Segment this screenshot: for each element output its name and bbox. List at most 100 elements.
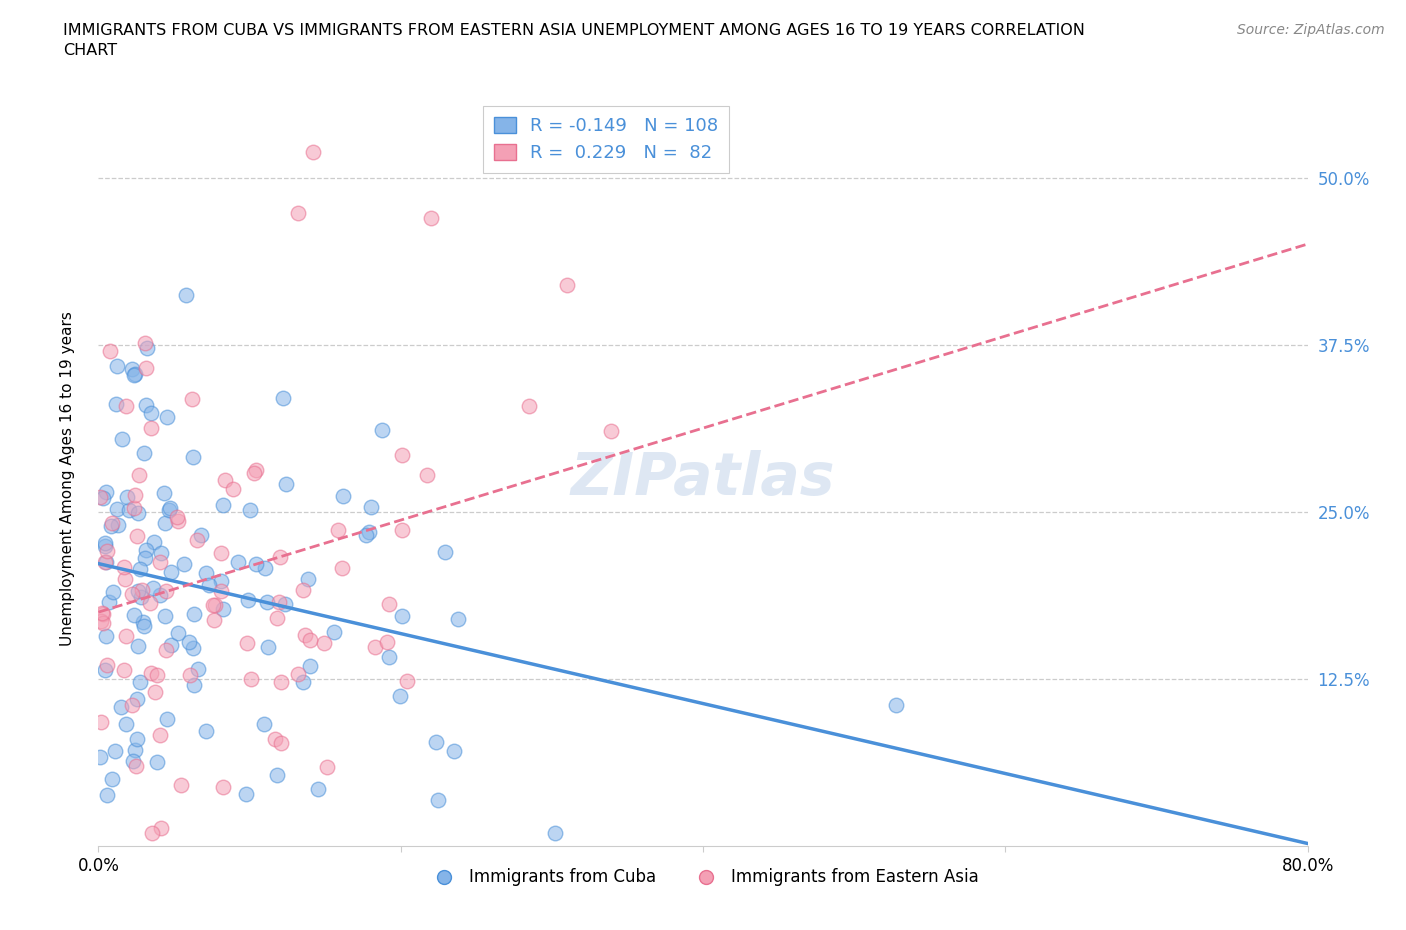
- Point: [135, 361, 157, 376]
- Point: [117, 502, 139, 517]
- Point: [183, 678, 205, 693]
- Point: [91, 616, 114, 631]
- Point: [360, 500, 382, 515]
- Point: [138, 595, 160, 610]
- Point: [111, 432, 134, 446]
- Point: [273, 391, 295, 405]
- Point: [245, 557, 267, 572]
- Point: [269, 550, 291, 565]
- Point: [242, 466, 264, 481]
- Point: [517, 399, 540, 414]
- Point: [125, 691, 148, 706]
- Point: [121, 698, 143, 712]
- Point: [98, 343, 121, 358]
- Point: [245, 462, 267, 477]
- Point: [202, 613, 225, 628]
- Point: [134, 336, 156, 351]
- Point: [114, 572, 136, 587]
- Point: [96, 485, 118, 499]
- Point: [274, 477, 297, 492]
- Point: [884, 698, 907, 712]
- Point: [299, 632, 322, 647]
- Point: [94, 536, 117, 551]
- Point: [122, 754, 145, 769]
- Point: [235, 786, 257, 801]
- Point: [294, 628, 316, 643]
- Point: [443, 743, 465, 758]
- Point: [148, 554, 170, 569]
- Point: [101, 772, 124, 787]
- Point: [124, 487, 146, 502]
- Point: [153, 485, 176, 500]
- Point: [416, 468, 439, 483]
- Point: [388, 688, 411, 703]
- Point: [226, 554, 249, 569]
- Point: [194, 724, 217, 738]
- Point: [129, 590, 152, 604]
- Point: [149, 728, 172, 743]
- Point: [600, 424, 623, 439]
- Point: [124, 366, 146, 381]
- Point: [298, 658, 321, 673]
- Point: [328, 522, 350, 537]
- Point: [434, 544, 457, 559]
- Point: [112, 663, 135, 678]
- Point: [110, 699, 132, 714]
- Text: ZIPatlas: ZIPatlas: [571, 450, 835, 508]
- Point: [153, 515, 176, 530]
- Point: [395, 673, 418, 688]
- Point: [91, 491, 114, 506]
- Point: [132, 618, 155, 633]
- Point: [101, 515, 124, 530]
- Point: [139, 420, 162, 435]
- Point: [142, 580, 165, 595]
- Point: [90, 714, 112, 729]
- Point: [315, 760, 337, 775]
- Point: [94, 555, 117, 570]
- Point: [96, 788, 118, 803]
- Point: [127, 584, 149, 599]
- Point: [107, 517, 129, 532]
- Point: [96, 543, 118, 558]
- Point: [114, 717, 136, 732]
- Point: [555, 278, 578, 293]
- Point: [94, 555, 117, 570]
- Point: [135, 542, 157, 557]
- Point: [297, 571, 319, 586]
- Point: [179, 668, 201, 683]
- Point: [253, 560, 276, 575]
- Point: [256, 594, 278, 609]
- Point: [117, 489, 139, 504]
- Point: [181, 641, 204, 656]
- Point: [447, 612, 470, 627]
- Point: [100, 518, 122, 533]
- Point: [150, 546, 173, 561]
- Point: [96, 658, 118, 672]
- Point: [332, 561, 354, 576]
- Point: [139, 405, 162, 420]
- Point: [239, 503, 262, 518]
- Point: [173, 557, 195, 572]
- Point: [186, 533, 208, 548]
- Point: [125, 732, 148, 747]
- Point: [93, 606, 115, 621]
- Legend: Immigrants from Cuba, Immigrants from Eastern Asia: Immigrants from Cuba, Immigrants from Ea…: [420, 862, 986, 893]
- Point: [166, 626, 188, 641]
- Point: [204, 598, 226, 613]
- Point: [132, 615, 155, 630]
- Point: [177, 634, 200, 649]
- Point: [427, 792, 450, 807]
- Point: [124, 367, 146, 382]
- Point: [139, 666, 162, 681]
- Point: [157, 502, 180, 517]
- Point: [89, 489, 111, 504]
- Point: [91, 606, 114, 621]
- Point: [269, 595, 291, 610]
- Point: [167, 513, 190, 528]
- Point: [194, 566, 217, 581]
- Point: [302, 144, 325, 159]
- Point: [214, 472, 236, 487]
- Point: [115, 629, 138, 644]
- Point: [544, 826, 567, 841]
- Point: [391, 608, 413, 623]
